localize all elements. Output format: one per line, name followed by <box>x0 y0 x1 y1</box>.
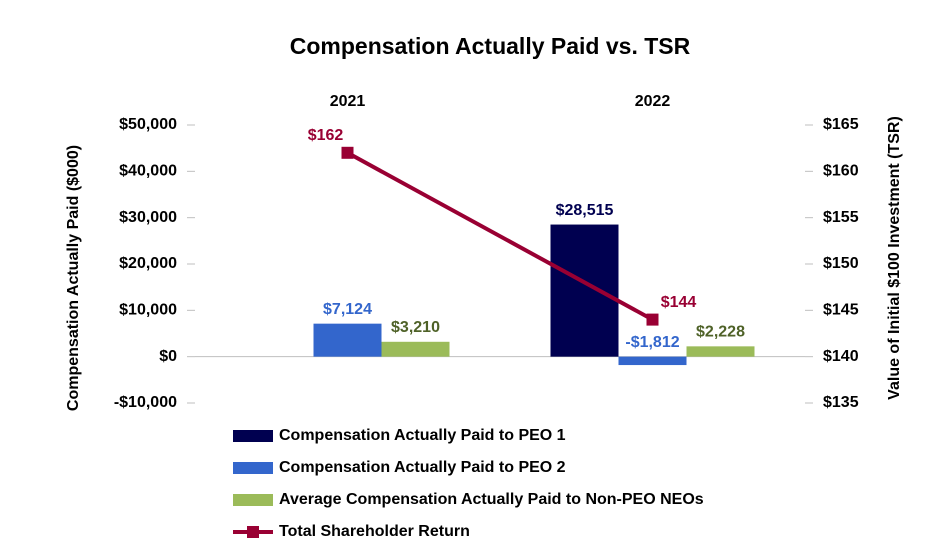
data-label: $2,228 <box>696 324 745 341</box>
line-marker <box>646 313 659 326</box>
legend-swatch <box>233 430 273 442</box>
y-axis-title: Compensation Actually Paid ($000) <box>65 145 82 411</box>
x-tick-label: 2022 <box>635 93 671 110</box>
legend-swatch <box>233 462 273 474</box>
y-tick-label: -$10,000 <box>114 394 177 411</box>
legend-swatch <box>233 494 273 506</box>
y2-tick-label: $145 <box>823 302 859 319</box>
legend-label: Compensation Actually Paid to PEO 1 <box>279 427 566 444</box>
x-tick-label: 2021 <box>330 93 366 110</box>
y2-tick-label: $155 <box>823 209 859 226</box>
y2-tick-label: $150 <box>823 255 859 272</box>
y2-tick-label: $160 <box>823 163 859 180</box>
line-marker <box>341 146 354 159</box>
y-tick-label: $20,000 <box>119 255 177 272</box>
chart-title: Compensation Actually Paid vs. TSR <box>290 33 691 59</box>
legend-swatch <box>247 526 259 538</box>
bar <box>686 346 755 357</box>
data-label: -$1,812 <box>625 334 679 351</box>
y2-tick-label: $140 <box>823 348 859 365</box>
y-tick-label: $10,000 <box>119 302 177 319</box>
data-label: $162 <box>308 127 344 144</box>
bar <box>381 341 450 357</box>
legend-label: Average Compensation Actually Paid to No… <box>279 491 704 508</box>
y2-tick-label: $165 <box>823 116 859 133</box>
data-label: $7,124 <box>323 301 372 318</box>
y-tick-label: $0 <box>159 348 177 365</box>
bar <box>313 323 382 357</box>
data-label: $28,515 <box>556 202 614 219</box>
legend-label: Compensation Actually Paid to PEO 2 <box>279 459 566 476</box>
bar <box>618 356 687 366</box>
y-tick-label: $30,000 <box>119 209 177 226</box>
bar <box>550 224 619 357</box>
legend-label: Total Shareholder Return <box>279 523 470 540</box>
data-label: $144 <box>661 294 697 311</box>
y-tick-label: $40,000 <box>119 163 177 180</box>
y2-axis-title: Value of Initial $100 Investment (TSR) <box>886 116 903 400</box>
y2-tick-label: $135 <box>823 394 859 411</box>
data-label: $3,210 <box>391 319 440 336</box>
y-tick-label: $50,000 <box>119 116 177 133</box>
line <box>346 151 654 322</box>
